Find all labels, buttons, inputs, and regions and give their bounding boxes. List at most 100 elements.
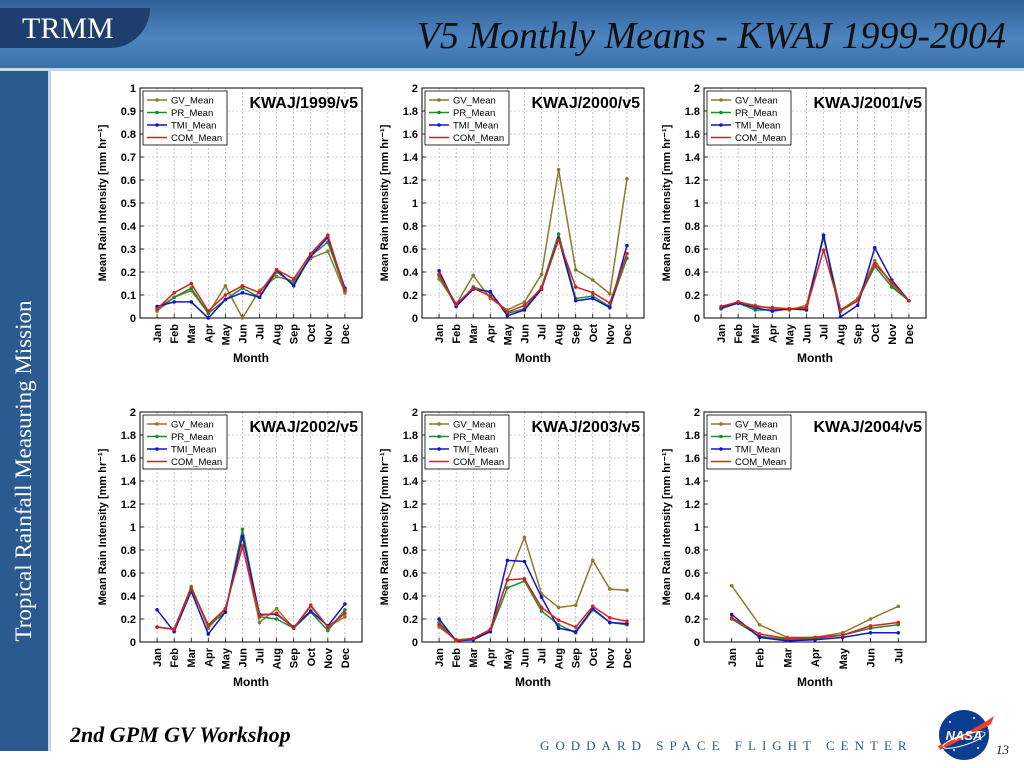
series-line-tmi-mean xyxy=(156,536,346,636)
legend-label: GV_Mean xyxy=(171,420,214,431)
data-point xyxy=(608,620,612,625)
x-axis-label: Month xyxy=(797,675,833,689)
x-tick-label: Jul xyxy=(893,648,905,664)
chart-svg: 0 0.2 0.4 0.6 0.8 1 1.2 1.4 1.6 1.8 2 Jan Feb Mar Apr M… xyxy=(379,83,645,365)
y-tick-label: 1.4 xyxy=(403,152,419,164)
data-point xyxy=(240,290,245,295)
series-line-com-mean xyxy=(720,247,910,312)
chart-title: KWAJ/2001/v5 xyxy=(813,95,922,112)
data-point xyxy=(291,284,296,288)
data-point xyxy=(590,296,595,301)
x-tick-label: May xyxy=(502,323,514,345)
data-point xyxy=(308,251,313,256)
data-point xyxy=(155,608,159,612)
y-tick-label: 0.6 xyxy=(685,244,700,256)
x-tick-label: Jan xyxy=(727,648,739,667)
data-point xyxy=(189,281,194,286)
x-tick-label: Aug xyxy=(554,324,566,345)
data-point xyxy=(539,272,544,277)
y-tick-label: 1.6 xyxy=(685,453,700,465)
y-tick-label: 0.4 xyxy=(685,267,701,279)
chart-title: KWAJ/2003/v5 xyxy=(531,419,640,436)
data-point xyxy=(556,232,561,236)
data-point xyxy=(522,559,527,564)
chart-panel-2000: 0 0.2 0.4 0.6 0.8 1 1.2 1.4 1.6 1.8 2 Jan Feb Mar Apr M… xyxy=(372,78,654,378)
data-point xyxy=(522,535,527,540)
x-tick-label: Mar xyxy=(468,323,480,343)
data-point xyxy=(437,617,441,621)
data-point xyxy=(522,300,527,304)
x-tick-label: Mar xyxy=(186,323,198,343)
y-tick-label: 1.2 xyxy=(403,175,418,187)
x-tick-label: Jul xyxy=(255,648,267,664)
data-point xyxy=(291,277,296,281)
data-point xyxy=(155,307,159,311)
x-tick-label: May xyxy=(502,647,514,669)
brand-block xyxy=(0,8,150,48)
data-point xyxy=(573,625,578,629)
y-tick-label: 0.8 xyxy=(403,545,418,557)
x-tick-label: Nov xyxy=(605,647,617,669)
data-point xyxy=(206,632,211,636)
data-point xyxy=(206,309,211,313)
y-tick-label: 0.4 xyxy=(403,267,419,279)
legend-marker xyxy=(155,422,159,426)
legend-label: COM_Mean xyxy=(735,133,786,144)
x-tick-label: May xyxy=(784,323,796,345)
x-tick-label: Sep xyxy=(853,324,865,344)
data-point xyxy=(719,304,723,309)
legend-label: TMI_Mean xyxy=(735,121,780,132)
data-point xyxy=(855,303,860,308)
y-tick-label: 1.4 xyxy=(121,476,137,488)
y-tick-label: 1 xyxy=(412,198,418,210)
x-tick-label: Sep xyxy=(289,648,301,668)
x-axis-label: Month xyxy=(797,351,833,365)
x-tick-label: Feb xyxy=(169,648,181,668)
data-point xyxy=(326,249,330,254)
x-tick-label: Oct xyxy=(588,324,600,343)
x-tick-label: Aug xyxy=(836,324,848,345)
data-point xyxy=(573,298,578,303)
data-point xyxy=(868,624,873,628)
data-point xyxy=(556,605,561,610)
data-point xyxy=(838,308,843,312)
data-point xyxy=(343,614,347,619)
y-tick-label: 1.2 xyxy=(403,499,418,511)
x-tick-label: May xyxy=(220,323,232,345)
x-tick-label: Jun xyxy=(237,648,249,668)
series-line-com-mean xyxy=(156,233,346,313)
data-point xyxy=(343,602,347,606)
data-point xyxy=(274,611,279,616)
y-tick-label: 1.6 xyxy=(685,129,700,141)
data-point xyxy=(625,243,629,248)
legend-marker xyxy=(437,422,441,426)
legend-label: COM_Mean xyxy=(735,457,786,468)
y-axis-label: Mean Rain Intensity [mm hr⁻¹] xyxy=(379,448,391,605)
y-axis-label: Mean Rain Intensity [mm hr⁻¹] xyxy=(661,448,673,605)
legend-marker xyxy=(155,434,159,439)
y-tick-label: 0.4 xyxy=(403,591,419,603)
legend-marker xyxy=(719,110,723,115)
x-tick-label: Feb xyxy=(755,648,767,668)
chart-title: KWAJ/2002/v5 xyxy=(249,419,358,436)
legend-marker xyxy=(155,123,159,127)
y-tick-label: 0.3 xyxy=(121,244,136,256)
chart-panel-2003: 0 0.2 0.4 0.6 0.8 1 1.2 1.4 1.6 1.8 2 Jan Feb Mar Apr M… xyxy=(372,402,654,702)
data-point xyxy=(608,301,612,305)
x-tick-label: Apr xyxy=(485,323,497,343)
y-tick-label: 1.8 xyxy=(403,430,418,442)
x-tick-label: May xyxy=(220,647,232,669)
y-tick-label: 2 xyxy=(694,407,700,419)
chart-panel-2002: 0 0.2 0.4 0.6 0.8 1 1.2 1.4 1.6 1.8 2 Jan Feb Mar Apr M… xyxy=(90,402,372,702)
data-point xyxy=(437,272,441,277)
x-tick-label: Jul xyxy=(255,324,267,340)
data-point xyxy=(274,274,279,279)
title-bar: TRMM V5 Monthly Means - KWAJ 1999-2004 xyxy=(0,0,1024,70)
y-tick-label: 1 xyxy=(694,522,700,534)
data-point xyxy=(757,635,762,640)
x-tick-label: Feb xyxy=(169,324,181,344)
data-point xyxy=(753,304,758,309)
x-tick-label: Jul xyxy=(537,324,549,340)
